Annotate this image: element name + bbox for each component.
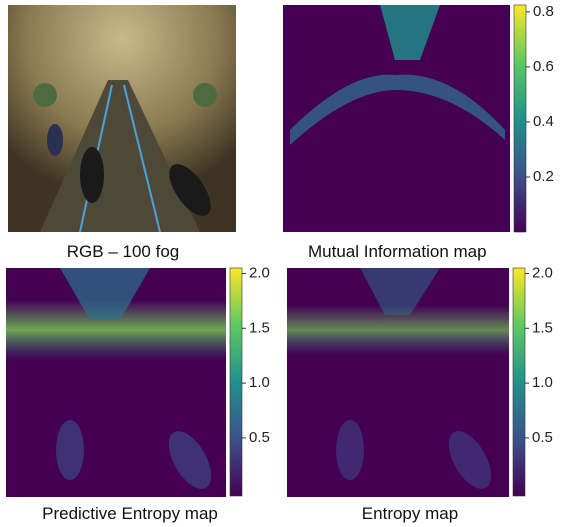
colorbar-tick-label: 0.8 [533,3,554,20]
colorbar-tick-label: 0.2 [533,168,554,185]
colorbar [229,267,243,497]
colorbar-tick-label: 0.6 [533,58,554,75]
mutual-information-image [283,5,510,232]
colorbar-tick-label: 0.5 [249,429,270,446]
colorbar-tick-label: 1.0 [532,374,553,391]
colorbar-tick-label: 1.5 [532,319,553,336]
caption: Predictive Entropy map [42,504,218,523]
colorbar-tick-label: 2.0 [532,264,553,281]
predictive-entropy-image [6,268,226,497]
colorbar-tick-label: 0.4 [533,113,554,130]
entropy-image [287,268,509,497]
colorbar-tick-label: 1.0 [249,374,270,391]
colorbar [512,267,526,497]
colorbar-tick-label: 0.5 [532,429,553,446]
colorbar-tick-label: 1.5 [249,319,270,336]
caption: Entropy map [361,504,459,523]
caption: RGB – 100 fog [66,242,180,261]
rgb-image [8,5,236,233]
colorbar [513,4,527,233]
caption: Mutual Information map [308,242,487,261]
colorbar-tick-label: 2.0 [249,264,270,281]
